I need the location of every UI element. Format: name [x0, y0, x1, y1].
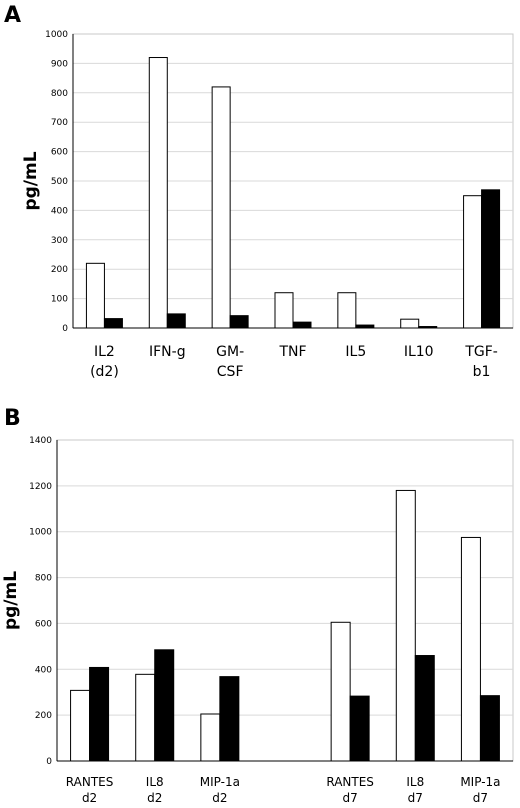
y-tick-label: 200: [51, 265, 68, 275]
x-tick-label: IFN-g: [149, 344, 186, 360]
bar-filled: [355, 324, 375, 329]
bar-filled: [229, 315, 249, 329]
x-tick-label: d2: [147, 791, 162, 805]
bar-open: [460, 536, 481, 762]
bar-open: [337, 292, 357, 329]
bar-filled: [89, 666, 110, 762]
bar-open: [85, 262, 105, 329]
x-tick-label: RANTES: [66, 775, 114, 789]
bar-filled: [414, 655, 435, 762]
y-tick-label: 0: [46, 757, 52, 767]
bar-open: [463, 195, 483, 329]
x-tick-label: IL5: [345, 344, 366, 360]
y-tick-label: 400: [51, 206, 68, 216]
x-tick-label: IL10: [404, 344, 434, 360]
x-tick-label: b1: [473, 364, 491, 380]
bar-open: [400, 318, 420, 329]
bar-filled: [103, 318, 123, 329]
y-tick-label: 1200: [29, 482, 52, 492]
x-tick-label: GM-: [216, 344, 244, 360]
bar-filled: [219, 676, 240, 762]
plot-area: [56, 439, 514, 762]
y-tick-label: 300: [51, 236, 68, 246]
x-tick-label: d2: [212, 791, 227, 805]
x-tick-label: IL8: [146, 775, 164, 789]
bar-open: [274, 292, 294, 329]
panel-a-chart: A 0 100 200 300 400 500 600 700 800 900 1000 pg/mL IL…: [4, 3, 514, 380]
x-tick-label: (d2): [90, 364, 119, 380]
x-tick-label: IL2: [94, 344, 115, 360]
x-tick-label: d7: [473, 791, 488, 805]
x-tick-label: MIP-1a: [460, 775, 500, 789]
y-tick-label: 800: [51, 89, 68, 99]
x-tick-label: IL8: [406, 775, 424, 789]
x-tick-label: RANTES: [326, 775, 374, 789]
y-tick-label: 600: [35, 619, 52, 629]
panel-label: B: [4, 406, 21, 431]
y-axis-label: pg/mL: [1, 571, 21, 630]
y-tick-label: 1000: [45, 30, 68, 40]
bar-filled: [481, 189, 501, 329]
bar-open: [211, 86, 231, 329]
x-tick-label: TGF-: [464, 344, 498, 360]
x-tick-label: CSF: [217, 364, 244, 380]
x-tick-label: MIP-1a: [200, 775, 240, 789]
bar-open: [200, 713, 221, 762]
y-tick-label: 1400: [29, 436, 52, 446]
y-tick-label: 500: [51, 177, 68, 187]
bar-filled: [166, 313, 186, 329]
bar-filled: [154, 649, 175, 762]
y-tick-label: 600: [51, 148, 68, 158]
panel-label: A: [4, 3, 21, 28]
y-tick-label: 200: [35, 711, 52, 721]
bar-open: [70, 689, 91, 762]
y-tick-label: 0: [62, 324, 68, 334]
bar-open: [330, 621, 351, 762]
x-tick-label: d7: [343, 791, 358, 805]
bar-filled: [418, 326, 438, 329]
y-tick-label: 700: [51, 118, 68, 128]
bar-filled: [292, 321, 312, 329]
y-tick-label: 400: [35, 665, 52, 675]
x-tick-label: d2: [82, 791, 97, 805]
y-axis-label: pg/mL: [21, 151, 41, 210]
bar-open: [135, 673, 156, 762]
x-tick-label: TNF: [278, 344, 306, 360]
y-tick-label: 900: [51, 59, 68, 69]
y-tick-label: 100: [51, 295, 68, 305]
bar-filled: [479, 695, 500, 762]
y-tick-label: 800: [35, 574, 52, 584]
panel-b-chart: B 0 200 400 600 800 1000 1200 1400 pg/mL RANTES d2 I…: [1, 406, 514, 805]
bar-open: [395, 489, 416, 762]
x-tick-label: d7: [408, 791, 423, 805]
bar-filled: [349, 695, 370, 762]
y-tick-label: 1000: [29, 528, 52, 538]
bar-open: [148, 57, 168, 329]
